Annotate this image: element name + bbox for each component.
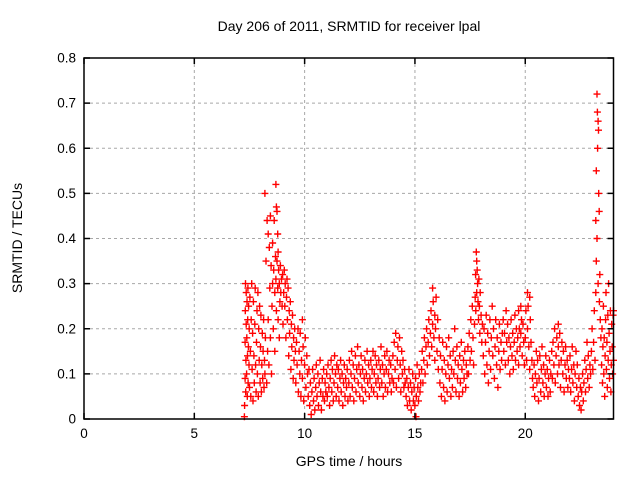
x-axis-label: GPS time / hours [295,453,403,469]
x-tick-label: 15 [407,426,422,441]
y-tick-label: 0 [68,412,76,427]
x-tick-label: 5 [191,426,199,441]
y-tick-label: 0.5 [57,186,76,201]
y-tick-label: 0.6 [57,141,76,156]
x-tick-label: 0 [80,426,88,441]
y-tick-label: 0.2 [57,321,76,336]
x-tick-label: 20 [518,426,533,441]
x-tick-label: 10 [297,426,312,441]
data-points-srmtid [240,90,617,421]
y-tick-label: 0.3 [57,276,76,291]
y-tick-label: 0.8 [57,51,76,66]
y-tick-label: 0.1 [57,366,76,381]
y-tick-label: 0.7 [57,96,76,111]
chart-title: Day 206 of 2011, SRMTID for receiver lpa… [217,18,481,34]
y-tick-label: 0.4 [57,231,76,246]
